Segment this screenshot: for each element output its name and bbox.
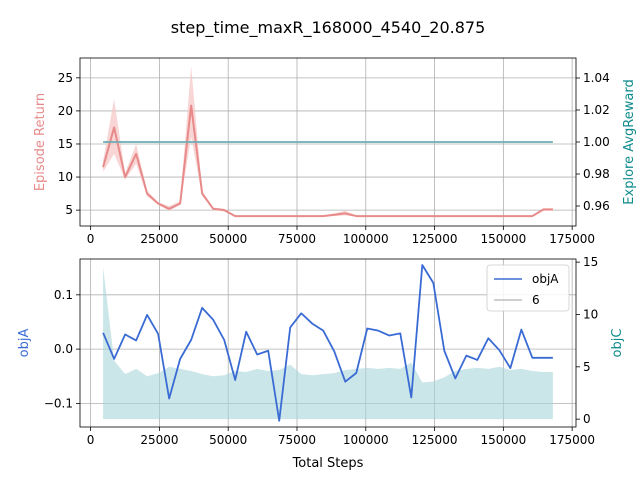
top-y2-tick-label: 1.00 [583, 135, 610, 149]
top-y-tick-label: 5 [65, 203, 73, 217]
bottom-y2-tick-label: 10 [583, 307, 598, 321]
bottom-y-tick-label: −0.1 [44, 396, 73, 410]
top-y2-tick-label: 1.04 [583, 71, 610, 85]
top-marks [102, 65, 553, 218]
bottom-y2-tick-label: 5 [583, 360, 591, 374]
top-y-tick-label: 15 [58, 137, 73, 151]
bottom-series-objC-area [103, 267, 553, 420]
bottom-x-tick-label: 100000 [343, 433, 389, 447]
bottom-y2-tick-label: 15 [583, 255, 598, 269]
bottom-axes: 0 25000 50000 75000 100000 125000 150000 175000… [44, 255, 598, 447]
bottom-series-objA-line [102, 264, 553, 422]
bottom-x-tick-label: 25000 [140, 433, 178, 447]
top-panel: 0 25000 50000 75000 100000 125000 150000 175000… [33, 57, 637, 246]
top-x-tick-label: 75000 [278, 232, 316, 246]
bottom-x-tick-label: 175000 [549, 433, 595, 447]
bottom-panel: 0 25000 50000 75000 100000 125000 150000 175000… [17, 255, 625, 471]
top-y2-tick-label: 0.98 [583, 167, 610, 181]
bottom-y-tick-label: 0.1 [54, 288, 73, 302]
top-x-tick-label: 175000 [549, 232, 595, 246]
bottom-x-tick-label: 0 [87, 433, 95, 447]
bottom-x-axis-label: Total Steps [292, 456, 364, 471]
top-x-tick-label: 0 [87, 232, 95, 246]
top-x-tick-label: 150000 [480, 232, 526, 246]
top-series-0-line [102, 104, 553, 218]
bottom-x-tick-label: 125000 [412, 433, 458, 447]
top-axes: 0 25000 50000 75000 100000 125000 150000 175000… [58, 71, 610, 246]
top-y2-tick-label: 0.96 [583, 199, 610, 213]
top-y-tick-label: 25 [58, 71, 73, 85]
bottom-y-tick-label: 0.0 [54, 342, 73, 356]
top-y2-axis-label: Explore AvgReward [622, 79, 637, 204]
top-grid [80, 58, 576, 226]
top-y-tick-label: 10 [58, 170, 73, 184]
figure-title: step_time_maxR_168000_4540_20.875 [171, 18, 486, 38]
top-x-tick-label: 100000 [343, 232, 389, 246]
bottom-marks [102, 264, 553, 422]
bottom-y2-axis-label: objC [610, 329, 625, 358]
bottom-x-tick-label: 150000 [480, 433, 526, 447]
bottom-y2-tick-label: 0 [583, 412, 591, 426]
top-x-tick-label: 25000 [140, 232, 178, 246]
top-y2-tick-label: 1.02 [583, 103, 610, 117]
bottom-x-tick-label: 75000 [278, 433, 316, 447]
legend: objA 6 [486, 264, 570, 312]
legend-6-label: 6 [532, 293, 540, 307]
bottom-y-axis-label: objA [17, 329, 32, 358]
top-x-tick-label: 125000 [412, 232, 458, 246]
top-y-tick-label: 20 [58, 104, 73, 118]
top-x-tick-label: 50000 [209, 232, 247, 246]
legend-objA-label: objA [532, 272, 559, 286]
top-y-axis-label: Episode Return [33, 93, 48, 191]
bottom-plot-frame [79, 258, 577, 428]
bottom-x-tick-label: 50000 [209, 433, 247, 447]
